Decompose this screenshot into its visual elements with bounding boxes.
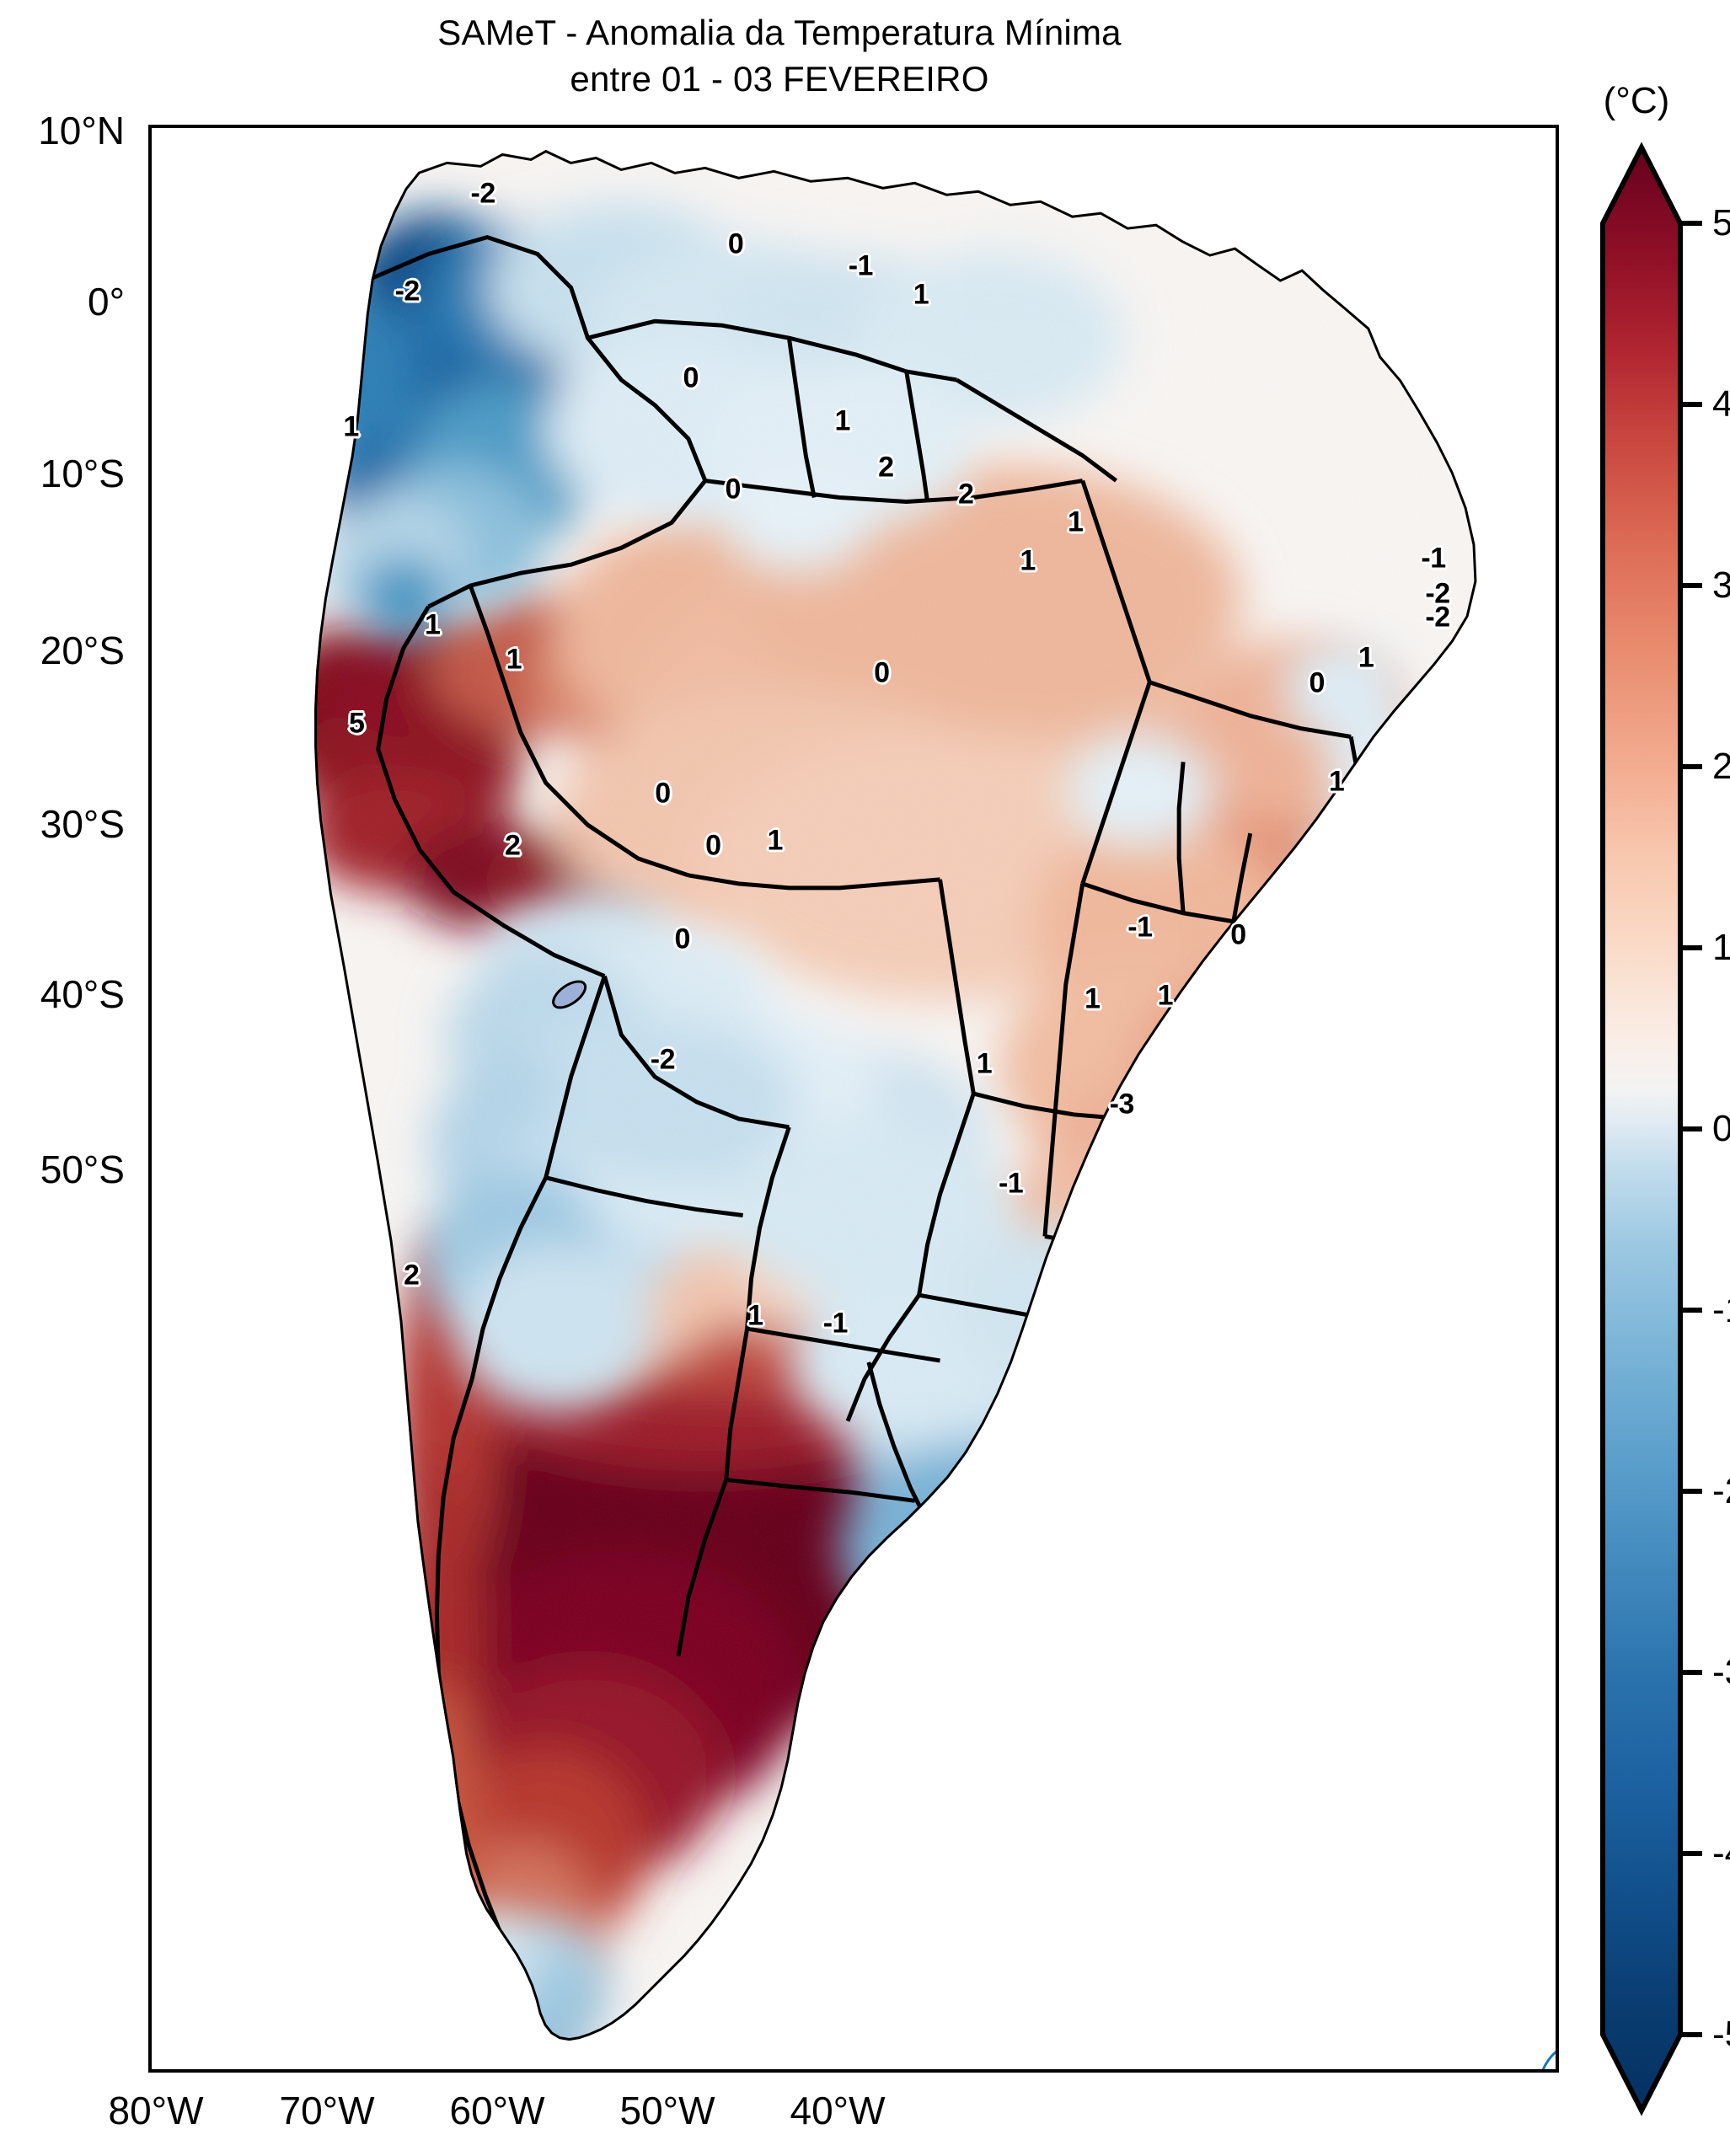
latitude-axis: 10°N 0° 10°S 20°S 30°S 40°S 50°S: [0, 0, 135, 2156]
contour-label: 1: [913, 278, 929, 311]
contour-label: -1: [1421, 542, 1446, 575]
ytick-label: 50°S: [40, 1148, 125, 1191]
contour-label: 2: [504, 829, 521, 862]
title-line-1: SAMeT - Anomalia da Temperatura Mínima: [437, 13, 1122, 52]
contour-label: -2: [650, 1043, 676, 1076]
ytick-label: 0°: [88, 280, 125, 324]
colorbar-tick: -1: [1712, 1289, 1730, 1330]
colorbar-tick: 2: [1712, 746, 1730, 787]
contour-label: 5: [349, 707, 365, 740]
contour-label: 1: [976, 1047, 993, 1080]
contour-label: -3: [1109, 1088, 1135, 1121]
inpe-logo: INPE: [1541, 2050, 1556, 2069]
colorbar-unit-label: (°C): [1603, 80, 1670, 121]
contour-label: 2: [403, 1259, 420, 1292]
contour-label: 1: [747, 1299, 763, 1332]
anomaly-map: [314, 149, 1477, 2041]
ytick-label: 40°S: [40, 972, 125, 1016]
contour-label: 1: [834, 404, 850, 437]
contour-label: 1: [1328, 765, 1345, 798]
title-line-2: entre 01 - 03 FEVEREIRO: [570, 58, 989, 99]
colorbar-tick: 5: [1712, 202, 1730, 243]
contour-label: -2: [470, 177, 496, 210]
contour-label: 0: [674, 923, 691, 955]
contour-label: 1: [1020, 544, 1036, 577]
contour-label: 0: [1230, 918, 1246, 951]
contour-label: -2: [1425, 577, 1450, 610]
colorbar-tick: -5: [1712, 2014, 1730, 2055]
contour-label: -1: [848, 249, 874, 282]
colorbar-tick: -4: [1712, 1832, 1730, 1874]
contour-label: 1: [424, 608, 441, 641]
contour-label: 2: [958, 478, 974, 511]
ytick-label: 30°S: [40, 802, 125, 846]
contour-label: -1: [822, 1307, 849, 1340]
colorbar-tick: 4: [1712, 383, 1730, 425]
contour-label: 1: [1358, 641, 1374, 674]
colorbar-gradient: [1600, 142, 1702, 2116]
contour-label: 1: [506, 643, 522, 676]
colorbar-tick: 3: [1712, 564, 1730, 606]
contour-label: 0: [705, 829, 721, 862]
contour-label: 1: [1068, 506, 1084, 538]
contour-label: -2: [1425, 601, 1450, 634]
lake-titicaca: [552, 980, 587, 1009]
contour-label: 1: [343, 410, 359, 443]
xtick-label: 80°W: [108, 2089, 204, 2132]
colorbar-tick: -2: [1712, 1470, 1730, 1511]
contour-label: 0: [725, 473, 742, 506]
colorbar-tick: -3: [1712, 1651, 1730, 1693]
contour-label: 1: [1157, 979, 1174, 1012]
contour-label: -1: [1127, 911, 1153, 944]
map-plot-area: -2 -2 0 -1 1 0 1 1 2 0 2 1 1 -1 -2 -2 1 …: [148, 125, 1559, 2073]
contour-label: 1: [767, 824, 783, 857]
contour-label: 0: [727, 227, 744, 260]
xtick-label: 50°W: [619, 2089, 715, 2132]
contour-label: 1: [1085, 982, 1101, 1015]
xtick-label: 40°W: [790, 2089, 886, 2132]
ytick-label: 10°N: [38, 109, 125, 152]
contour-label: 0: [1309, 666, 1326, 699]
ytick-label: 20°S: [40, 629, 125, 672]
contour-label: 0: [655, 777, 671, 810]
contour-label: 0: [874, 656, 890, 689]
page-title: SAMeT - Anomalia da Temperatura Mínima e…: [0, 10, 1559, 102]
colorbar-tick: 1: [1712, 927, 1730, 968]
coastline: [314, 149, 1477, 2041]
contour-label: 0: [683, 361, 699, 394]
colorbar: (°C): [1584, 80, 1730, 2116]
colorbar-tick: 0: [1712, 1108, 1730, 1149]
xtick-label: 60°W: [449, 2089, 545, 2132]
contour-label: 2: [878, 451, 894, 484]
xtick-label: 70°W: [279, 2089, 375, 2132]
ytick-label: 10°S: [40, 452, 125, 495]
contour-label: -2: [394, 275, 420, 308]
contour-label: -1: [998, 1167, 1024, 1200]
